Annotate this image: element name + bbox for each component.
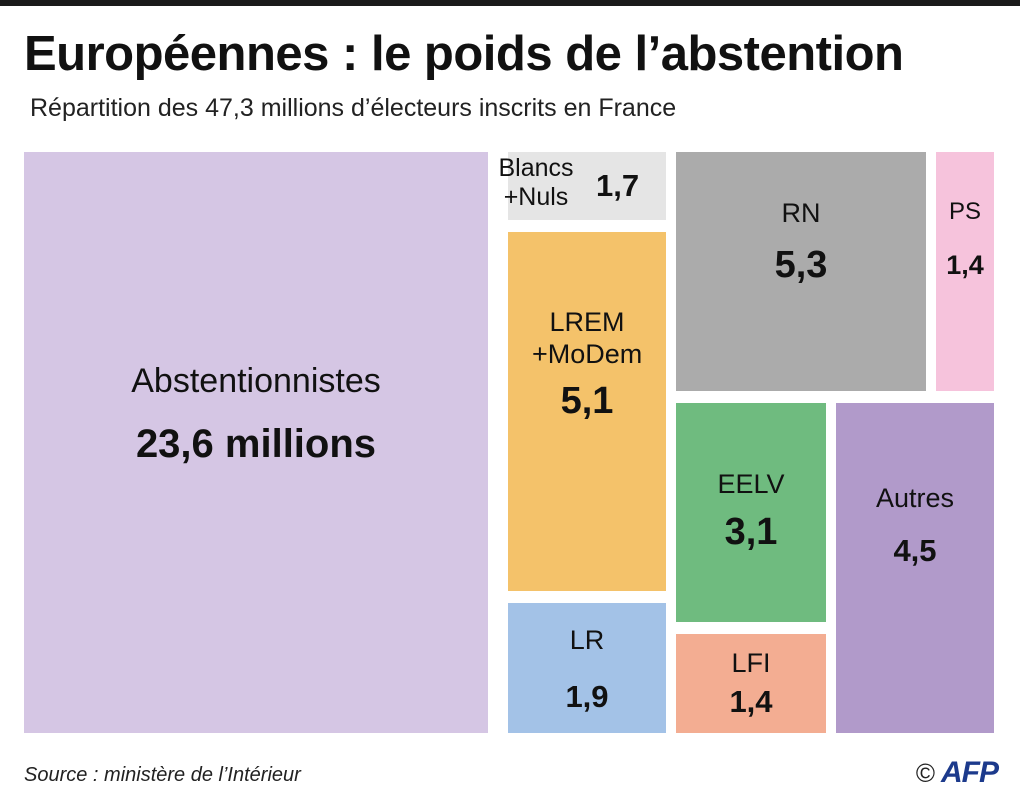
copyright-icon: ©: [915, 757, 935, 788]
tile-lfi: LFI 1,4: [676, 634, 826, 733]
chart-subtitle: Répartition des 47,3 millions d’électeur…: [30, 94, 677, 122]
tile-label: Autres: [875, 483, 955, 513]
tile-value: 23,6 millions: [135, 422, 377, 466]
tile-value: 5,1: [560, 380, 614, 422]
tile-abstention: Abstentionnistes 23,6 millions: [24, 152, 488, 733]
credit: © AFP: [915, 756, 999, 790]
chart-title: Européennes : le poids de l’abstention: [24, 27, 904, 81]
tile-autres: Autres 4,5: [836, 403, 994, 733]
tile-value: 5,3: [774, 244, 828, 286]
tile-blancs: Blancs +Nuls 1,7: [498, 152, 666, 220]
tile-ps: PS 1,4: [936, 152, 994, 391]
tile-label: EELV: [717, 469, 785, 499]
tile-label: Blancs +Nuls: [498, 154, 574, 211]
tile-value: 1,4: [946, 250, 984, 280]
tile-value: 4,5: [893, 533, 937, 568]
tile-label: LR: [569, 625, 605, 655]
tile-label: PS: [948, 198, 981, 225]
top-rule: [0, 0, 1020, 6]
tile-value: 3,1: [724, 511, 778, 553]
tile-lrem: LREM +MoDem 5,1: [508, 232, 666, 591]
tile-label: Abstentionnistes: [131, 362, 381, 400]
tile-value: 1,4: [729, 684, 773, 719]
source-note: Source : ministère de l’Intérieur: [24, 764, 301, 786]
tile-label: LFI: [731, 648, 771, 678]
afp-logo: AFP: [941, 756, 999, 789]
tile-label: RN: [781, 198, 821, 228]
tile-label: LREM +MoDem: [532, 307, 643, 369]
tile-eelv: EELV 3,1: [676, 403, 826, 622]
tile-rn: RN 5,3: [676, 152, 926, 391]
tile-value: 1,9: [565, 679, 609, 714]
tile-value: 1,7: [596, 168, 640, 203]
tile-lr: LR 1,9: [508, 603, 666, 733]
